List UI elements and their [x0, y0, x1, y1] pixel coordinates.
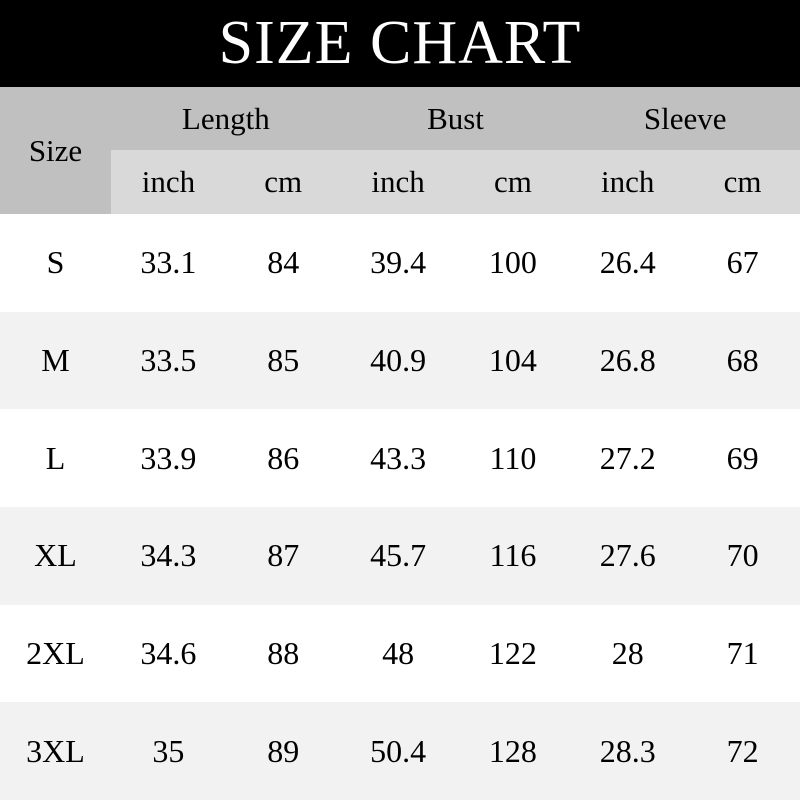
- table-cell: 34.3: [111, 507, 226, 605]
- table-cell: 67: [685, 214, 800, 312]
- table-cell: 33.9: [111, 409, 226, 507]
- size-label: 2XL: [0, 605, 111, 703]
- table-header: Size Length Bust Sleeve inch cm inch cm …: [0, 87, 800, 214]
- header-size: Size: [0, 87, 111, 214]
- table-cell: 89: [226, 702, 341, 800]
- unit-header: cm: [226, 150, 341, 214]
- unit-header: inch: [341, 150, 456, 214]
- table-cell: 72: [685, 702, 800, 800]
- size-label: 3XL: [0, 702, 111, 800]
- header-length: Length: [111, 87, 341, 150]
- table-cell: 116: [456, 507, 571, 605]
- header-sleeve: Sleeve: [570, 87, 800, 150]
- size-label: XL: [0, 507, 111, 605]
- table-cell: 26.4: [570, 214, 685, 312]
- table-cell: 68: [685, 312, 800, 410]
- table-cell: 28: [570, 605, 685, 703]
- table-cell: 69: [685, 409, 800, 507]
- table-cell: 50.4: [341, 702, 456, 800]
- table-cell: 34.6: [111, 605, 226, 703]
- table-cell: 87: [226, 507, 341, 605]
- header-bust: Bust: [341, 87, 571, 150]
- table-cell: 110: [456, 409, 571, 507]
- table-cell: 71: [685, 605, 800, 703]
- page-title: SIZE CHART: [0, 0, 800, 87]
- size-label: L: [0, 409, 111, 507]
- table-cell: 86: [226, 409, 341, 507]
- table-cell: 28.3: [570, 702, 685, 800]
- table-cell: 33.1: [111, 214, 226, 312]
- table-body: S33.18439.410026.467 M33.58540.910426.868…: [0, 214, 800, 800]
- table-cell: 70: [685, 507, 800, 605]
- table-cell: 40.9: [341, 312, 456, 410]
- table-cell: 128: [456, 702, 571, 800]
- table-cell: 27.2: [570, 409, 685, 507]
- unit-header: inch: [570, 150, 685, 214]
- table-cell: 45.7: [341, 507, 456, 605]
- unit-header: cm: [456, 150, 571, 214]
- table-cell: 48: [341, 605, 456, 703]
- table-cell: 33.5: [111, 312, 226, 410]
- table-cell: 88: [226, 605, 341, 703]
- table-cell: 100: [456, 214, 571, 312]
- table-cell: 104: [456, 312, 571, 410]
- table-cell: 26.8: [570, 312, 685, 410]
- table-cell: 85: [226, 312, 341, 410]
- table-cell: 84: [226, 214, 341, 312]
- size-label: S: [0, 214, 111, 312]
- table-cell: 43.3: [341, 409, 456, 507]
- unit-header: cm: [685, 150, 800, 214]
- table-cell: 27.6: [570, 507, 685, 605]
- table-cell: 122: [456, 605, 571, 703]
- unit-header: inch: [111, 150, 226, 214]
- table-cell: 35: [111, 702, 226, 800]
- table-cell: 39.4: [341, 214, 456, 312]
- size-label: M: [0, 312, 111, 410]
